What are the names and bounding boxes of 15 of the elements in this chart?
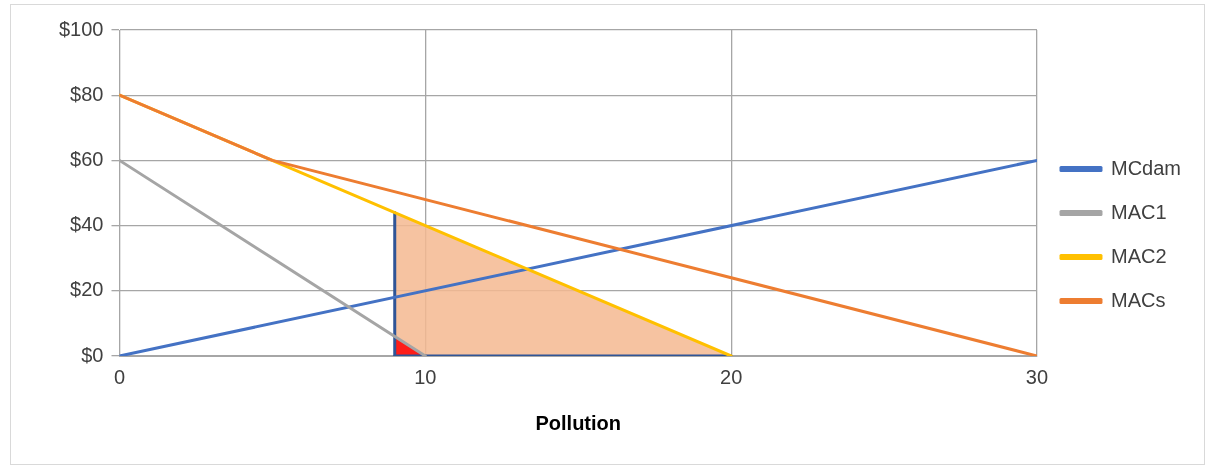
y-tick-label: $0 [81,343,104,366]
y-tick-label: $20 [70,278,104,301]
y-tick-label: $100 [58,17,104,40]
y-tick-label: $40 [70,213,104,236]
x-tick-label: 0 [113,365,126,388]
y-tick-label: $80 [70,82,104,105]
x-tick-label: 30 [1025,365,1049,388]
y-tick-label: $60 [70,147,104,170]
legend-label: MACs [1110,288,1166,311]
legend-label: MAC1 [1110,200,1167,223]
x-tick-label: 20 [720,365,743,388]
legend-label: MAC2 [1110,244,1167,267]
x-tick-label: 10 [414,365,437,388]
legend-label: MCdam [1110,156,1182,179]
x-axis-title: Pollution [535,411,622,434]
